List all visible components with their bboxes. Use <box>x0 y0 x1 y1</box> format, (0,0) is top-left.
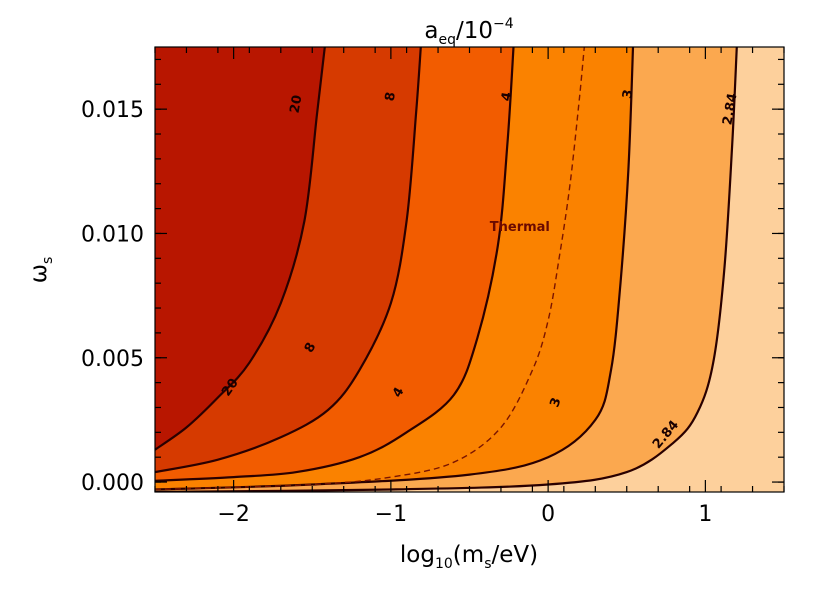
thermal-label: Thermal <box>490 220 550 235</box>
contour-line-3 <box>155 47 635 491</box>
contour-fills <box>155 47 784 492</box>
contour-line-0 <box>155 47 326 451</box>
title-main: a <box>424 18 438 44</box>
contour-fill-4 <box>155 47 784 492</box>
title-subscript: eq <box>438 32 456 48</box>
y-tick-label: 0.015 <box>81 98 144 123</box>
ylabel-omega: ω <box>26 264 52 283</box>
contour-fill-3 <box>155 47 784 492</box>
y-axis-title: ωs <box>26 257 56 284</box>
ylabel-subscript-s: s <box>40 257 56 264</box>
xlabel-unit: /eV) <box>491 542 538 568</box>
y-tick-label: 0.000 <box>81 471 144 496</box>
contour-label-8: 2.84 <box>720 92 740 126</box>
contour-label-2: 8 <box>383 91 399 103</box>
x-axis-title: log10(ms/eV) <box>400 542 538 572</box>
xlabel-mass: (m <box>453 542 484 568</box>
thermal-curve <box>155 47 585 491</box>
x-tick-label: 1 <box>698 502 712 527</box>
x-tick-label: 0 <box>541 502 555 527</box>
contour-line-1 <box>155 47 422 474</box>
xlabel-subscript-10: 10 <box>435 556 453 572</box>
y-tick-label: 0.010 <box>81 222 144 247</box>
contour-line-2 <box>155 47 515 482</box>
xlabel-log: log <box>400 542 435 568</box>
title-superscript: −4 <box>493 16 514 32</box>
title-rest: /10 <box>456 18 493 44</box>
chart-title: aeq/10−4 <box>424 16 513 48</box>
contour-label-6: 3 <box>620 88 636 100</box>
y-tick-label: 0.005 <box>81 347 144 372</box>
x-tick-label: −1 <box>375 502 407 527</box>
contour-label-0: 20 <box>288 94 306 114</box>
xlabel-subscript-s: s <box>484 556 491 572</box>
x-tick-label: −2 <box>217 502 249 527</box>
axis-ticks: −2 −1 0 1 0.000 0.005 0.010 0.015 <box>81 47 785 527</box>
contour-label-4: 4 <box>499 91 515 103</box>
